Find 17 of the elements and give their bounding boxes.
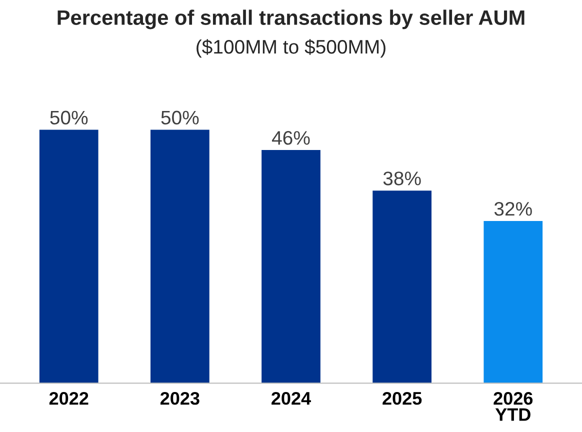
- data-label: 32%: [494, 202, 532, 216]
- x-tick-label: 2022: [49, 392, 88, 405]
- bar: [372, 190, 432, 384]
- chart-title: Percentage of small transactions by seller AUM: [58, 10, 524, 30]
- x-tick-label: 2026 YTD: [494, 392, 533, 421]
- x-tick-label: 2023: [160, 392, 200, 405]
- x-tick-label: 2024: [272, 392, 311, 405]
- data-label: 46%: [272, 131, 310, 145]
- chart-subtitle: ($100MM to $500MM): [196, 39, 386, 58]
- data-label: 50%: [161, 110, 199, 125]
- data-label: 38%: [383, 172, 421, 186]
- data-label: 50%: [50, 110, 88, 125]
- bar: [39, 130, 98, 384]
- bar: [484, 220, 543, 384]
- bar: [262, 150, 320, 384]
- x-tick-label: 2025: [382, 392, 422, 405]
- bar: [150, 130, 210, 384]
